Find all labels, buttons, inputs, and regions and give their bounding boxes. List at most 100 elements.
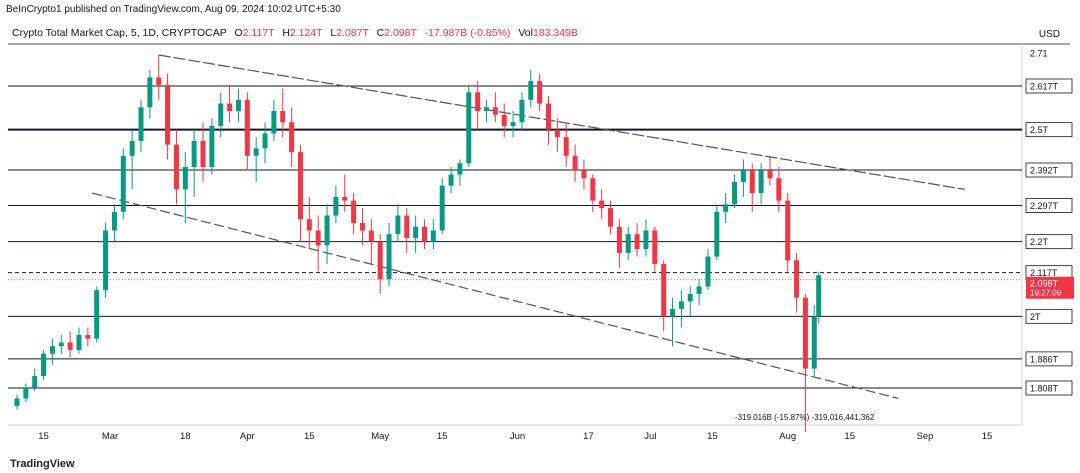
- candle-body: [785, 200, 791, 261]
- time-tick-label: 15: [304, 431, 315, 442]
- low-value: 2.087T: [336, 27, 369, 39]
- candle-body: [289, 122, 295, 153]
- price-tick-box: [1025, 308, 1073, 324]
- candle-body: [67, 342, 73, 350]
- candle-body: [643, 230, 649, 250]
- candle-body: [661, 264, 667, 317]
- close-value: 2.098T: [384, 27, 417, 39]
- candle-body: [537, 81, 543, 104]
- price-tick-box: [1025, 78, 1073, 94]
- candle-body: [625, 234, 631, 253]
- candle-body: [634, 234, 640, 250]
- candle-body: [227, 103, 233, 112]
- chart-legend: Crypto Total Market Cap, 5, 1D, CRYPTOCA…: [12, 27, 578, 39]
- candle-body: [749, 170, 755, 194]
- candle-body: [599, 200, 605, 209]
- volume-key: Vol: [518, 27, 533, 39]
- price-tick-label: 2.297T: [1030, 201, 1059, 211]
- candle-body: [49, 346, 55, 354]
- candle-body: [475, 92, 481, 112]
- time-tick-label: May: [371, 431, 389, 442]
- time-tick-label: Apr: [240, 431, 255, 442]
- candle-body: [173, 144, 179, 190]
- candle-body: [235, 99, 241, 112]
- candle-body: [306, 219, 312, 231]
- candle-body: [811, 316, 817, 369]
- candle-body: [147, 77, 153, 108]
- candle-body: [368, 230, 374, 242]
- candle-body: [404, 215, 410, 238]
- candle-body: [501, 114, 507, 126]
- candle-body: [546, 103, 552, 130]
- candle-body: [111, 211, 117, 231]
- candle-body: [519, 99, 525, 123]
- symbol-label: Crypto Total Market Cap, 5, 1D, CRYPTOCA…: [12, 27, 227, 39]
- time-tick-label: 15: [437, 431, 448, 442]
- candle-body: [483, 107, 489, 112]
- candle-body: [448, 174, 454, 186]
- candle-body: [678, 301, 684, 309]
- candle-body: [32, 376, 38, 388]
- high-value: 2.124T: [289, 27, 323, 39]
- channel-lower-line: [92, 192, 899, 400]
- candle-body: [386, 234, 392, 279]
- candle-body: [732, 181, 738, 205]
- price-tick-box: [1025, 198, 1073, 213]
- candle-body: [714, 211, 720, 257]
- time-tick-label: 18: [180, 431, 191, 442]
- channel-upper-line: [158, 54, 965, 190]
- candle-body: [590, 178, 596, 201]
- published-caption: BeInCrypto1 published on TradingView.com…: [6, 4, 341, 15]
- countdown-label: 19:27:09: [1030, 289, 1062, 298]
- price-tick-label: 2.2T: [1030, 237, 1049, 247]
- candle-body: [670, 308, 676, 317]
- current-price-label: 2.098T: [1030, 279, 1059, 289]
- candle-body: [377, 241, 383, 279]
- candle-body: [244, 99, 250, 156]
- time-tick-label: 15: [844, 431, 855, 442]
- candle-body: [528, 81, 534, 100]
- watermark-text: TradingView: [10, 458, 75, 470]
- candle-body: [616, 226, 622, 253]
- time-tick-label: 15: [707, 431, 718, 442]
- candle-body: [816, 275, 822, 317]
- candle-body: [457, 163, 463, 175]
- candle-body: [324, 215, 330, 246]
- candle-body: [333, 196, 339, 216]
- candle-body: [581, 170, 587, 179]
- high-key: H: [282, 27, 290, 39]
- candle-body: [103, 230, 109, 291]
- time-tick-label: Sep: [917, 431, 934, 442]
- candle-body: [439, 185, 445, 231]
- candle-body: [758, 170, 764, 194]
- candle-body: [395, 215, 401, 235]
- price-tick-label: 2.5T: [1030, 125, 1049, 135]
- candle-body: [85, 334, 91, 339]
- time-tick-label: Aug: [779, 431, 796, 442]
- price-tick-box: [1025, 234, 1073, 250]
- candle-body: [794, 260, 800, 298]
- candle-body: [23, 387, 29, 399]
- candle-body: [776, 178, 782, 201]
- candle-body: [280, 111, 286, 123]
- candle-body: [209, 125, 215, 168]
- candle-body: [315, 230, 321, 246]
- candle-body: [554, 129, 560, 138]
- time-tick-label: 15: [38, 431, 49, 442]
- candle-body: [430, 230, 436, 242]
- candle-body: [696, 286, 702, 294]
- candle-body: [572, 155, 578, 171]
- candle-body: [608, 208, 614, 227]
- candle-body: [41, 353, 47, 377]
- time-tick-label: 15: [982, 431, 993, 442]
- low-key: L: [330, 27, 337, 39]
- candle-body: [510, 122, 516, 126]
- currency-button[interactable]: USD: [1038, 29, 1060, 40]
- candle-body: [165, 84, 171, 145]
- candle-body: [200, 140, 206, 168]
- candle-body: [351, 200, 357, 224]
- close-key: C: [376, 27, 385, 39]
- candle-body: [413, 226, 419, 238]
- price-tick-box: [1025, 380, 1073, 396]
